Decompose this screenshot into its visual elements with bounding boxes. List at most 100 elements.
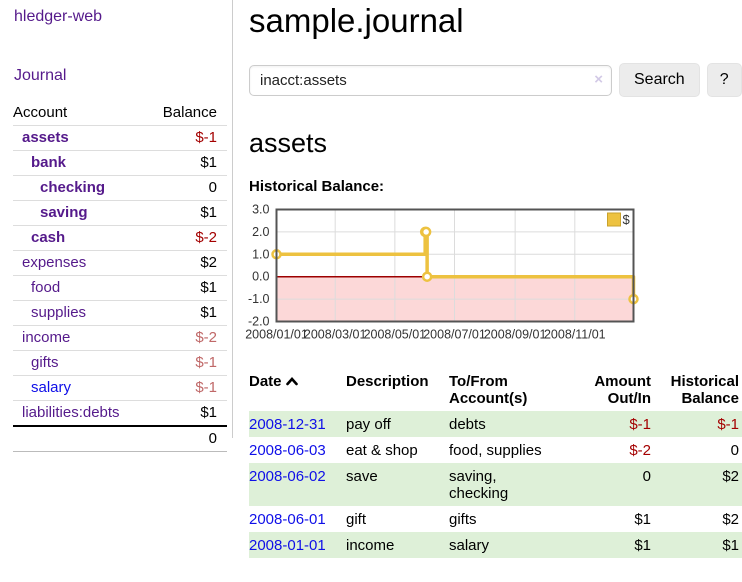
account-balance: $-2	[195, 329, 217, 346]
register-row: 2008-06-03 eat & shop food, supplies $-2…	[249, 437, 742, 463]
account-balance: $2	[200, 254, 217, 271]
account-row: cash $-2	[13, 225, 227, 251]
accounts-total-balance: 0	[208, 430, 217, 447]
accounts-header-row: Account Balance	[13, 101, 227, 126]
sidebar: hledger-web Journal Account Balance asse…	[0, 0, 233, 452]
register-header-date[interactable]: Date	[249, 369, 346, 411]
date-header-label: Date	[249, 373, 282, 390]
sort-ascending-icon	[285, 373, 298, 390]
app-window: hledger-web Journal Account Balance asse…	[0, 0, 742, 558]
register-header-amount: Amount Out/In	[594, 373, 651, 407]
account-row: expenses $2	[13, 250, 227, 276]
transaction-date-link[interactable]: 2008-12-31	[249, 416, 326, 433]
account-link-assets[interactable]: assets	[22, 129, 69, 146]
transaction-description: eat & shop	[346, 442, 418, 459]
transaction-balance: $-1	[717, 416, 739, 433]
account-balance: $-1	[195, 129, 217, 146]
account-link-bank[interactable]: bank	[31, 154, 67, 171]
account-row: food $1	[13, 275, 227, 301]
clear-search-icon[interactable]: ×	[594, 70, 603, 88]
account-balance: $1	[200, 154, 217, 171]
legend-label: $	[623, 212, 631, 227]
account-balance: $-2	[195, 229, 217, 246]
data-point-marker	[421, 271, 433, 282]
transaction-date-link[interactable]: 2008-01-01	[249, 537, 326, 554]
register-header-description: Description	[346, 373, 429, 390]
register-row: 2008-06-01 gift gifts $1 $2	[249, 506, 742, 532]
transaction-date-link[interactable]: 2008-06-01	[249, 511, 326, 528]
balance-chart-svg: 3.0 2.0 1.0 0.0 -1.0 -2.02008/01/012008/03/01…	[245, 203, 639, 342]
y-tick-label: 2.0	[252, 225, 269, 239]
transaction-accounts: saving, checking	[449, 468, 509, 502]
account-balance: $-1	[195, 379, 217, 396]
accounts-table: Account Balance assets $-1 bank $1 check…	[13, 101, 227, 452]
register-header-row: Date Description To/From Account(s) Amou…	[249, 369, 742, 411]
data-point-marker	[420, 226, 432, 238]
transaction-amount: $-2	[629, 442, 651, 459]
transaction-accounts: gifts	[449, 511, 477, 528]
legend-swatch	[607, 212, 621, 227]
transaction-amount: $1	[634, 511, 651, 528]
account-link-cash[interactable]: cash	[31, 229, 66, 246]
x-tick-label: 2008/07/01	[423, 328, 486, 342]
account-row: salary $-1	[13, 375, 227, 401]
account-row: gifts $-1	[13, 350, 227, 376]
y-tick-label: 1.0	[252, 247, 269, 261]
main-content: sample.journal × Search ? assets Histori…	[233, 0, 742, 558]
account-balance: $1	[200, 304, 217, 321]
y-tick-label: -2.0	[248, 315, 270, 329]
account-row: supplies $1	[13, 300, 227, 326]
page-title: sample.journal	[249, 2, 464, 39]
register-row: 2008-12-31 pay off debts $-1 $-1	[249, 411, 742, 437]
account-balance: $-1	[195, 354, 217, 371]
account-link-food[interactable]: food	[31, 279, 61, 296]
transaction-date-link[interactable]: 2008-06-02	[249, 468, 326, 485]
transaction-balance: $2	[722, 468, 739, 485]
account-balance: $1	[200, 279, 217, 296]
x-tick-label: 2008/11/01	[544, 328, 606, 342]
account-balance: 0	[208, 179, 217, 196]
account-link-liabilities-debts[interactable]: liabilities:debts	[22, 404, 120, 421]
y-tick-label: 3.0	[252, 204, 269, 217]
search-input[interactable]	[249, 64, 612, 96]
register-table: Date Description To/From Account(s) Amou…	[249, 369, 742, 558]
account-balance: $1	[200, 204, 217, 221]
transaction-description: income	[346, 537, 395, 554]
account-link-saving[interactable]: saving	[40, 204, 88, 221]
transaction-date-link[interactable]: 2008-06-03	[249, 442, 326, 459]
register-header-accounts: To/From Account(s)	[449, 373, 528, 407]
sidebar-item-journal[interactable]: Journal	[14, 67, 67, 84]
account-row: bank $1	[13, 150, 227, 176]
account-heading: assets	[249, 128, 328, 158]
account-link-salary[interactable]: salary	[31, 379, 72, 396]
brand-link[interactable]: hledger-web	[14, 8, 103, 25]
search-button[interactable]: Search	[619, 63, 700, 97]
transaction-description: save	[346, 468, 378, 485]
transaction-description: pay off	[346, 416, 391, 433]
transaction-balance: $2	[722, 511, 739, 528]
account-link-income[interactable]: income	[22, 329, 71, 346]
register-header-balance: Historical Balance	[670, 373, 739, 407]
transaction-accounts: debts	[449, 416, 486, 433]
transaction-accounts: salary	[449, 537, 490, 554]
help-button[interactable]: ?	[706, 63, 742, 97]
transaction-accounts: food, supplies	[449, 442, 542, 459]
y-tick-label: -1.0	[248, 292, 270, 306]
accounts-header-balance: Balance	[162, 104, 217, 121]
accounts-total-row: 0	[13, 426, 227, 452]
account-link-gifts[interactable]: gifts	[31, 354, 59, 371]
account-row: assets $-1	[13, 125, 227, 151]
account-row: liabilities:debts $1	[13, 400, 227, 427]
account-link-checking[interactable]: checking	[40, 179, 106, 196]
account-link-supplies[interactable]: supplies	[31, 304, 87, 321]
account-link-expenses[interactable]: expenses	[22, 254, 87, 271]
account-row: saving $1	[13, 200, 227, 226]
search-form: × Search ?	[249, 63, 742, 97]
x-tick-label: 2008/05/01	[364, 328, 427, 342]
y-tick-label: 0.0	[252, 270, 269, 284]
transaction-balance: 0	[730, 442, 739, 459]
transaction-description: gift	[346, 511, 367, 528]
account-row: income $-2	[13, 325, 227, 351]
chart-title: Historical Balance:	[249, 178, 385, 195]
transaction-amount: $1	[634, 537, 651, 554]
